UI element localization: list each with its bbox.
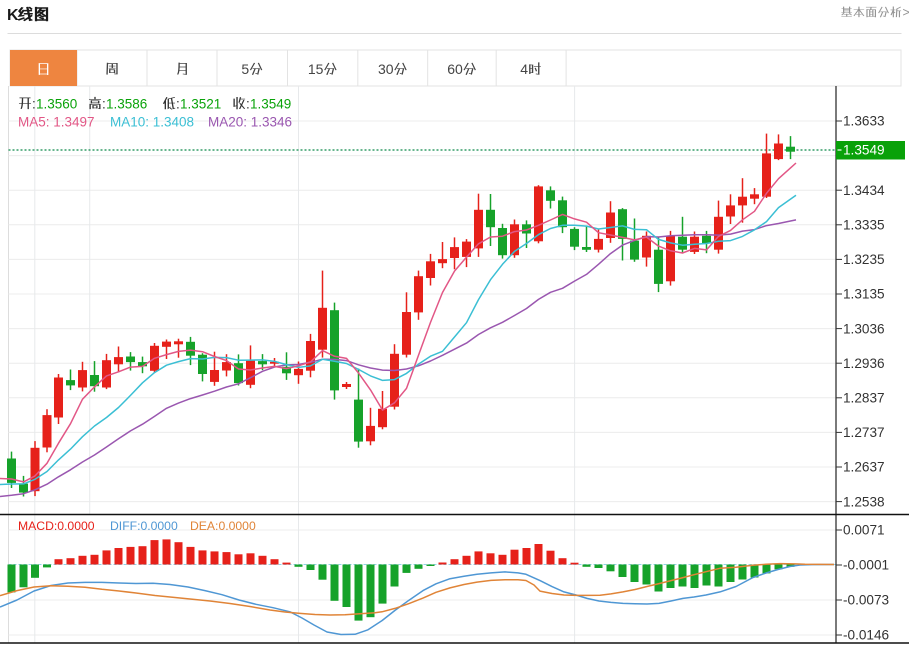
svg-text:1.3235: 1.3235 [843, 252, 885, 267]
svg-text:5: 5 [241, 61, 249, 77]
svg-text:DIFF:0.0000: DIFF:0.0000 [110, 519, 178, 533]
svg-text::: : [102, 97, 106, 112]
svg-text::: : [246, 97, 250, 112]
svg-text::: : [176, 97, 180, 112]
svg-text:1.3549: 1.3549 [843, 143, 885, 158]
svg-text:1.3521: 1.3521 [180, 97, 221, 112]
svg-text:1.3586: 1.3586 [106, 97, 147, 112]
svg-text:1.3560: 1.3560 [36, 97, 77, 112]
svg-text:-0.0073: -0.0073 [843, 593, 889, 608]
svg-text::: : [32, 97, 36, 112]
svg-text:1.3036: 1.3036 [843, 321, 885, 336]
svg-text:K: K [7, 7, 19, 24]
svg-text:-0.0001: -0.0001 [843, 558, 889, 573]
svg-text:MA20: 1.3346: MA20: 1.3346 [208, 115, 292, 130]
svg-text:1.3434: 1.3434 [843, 183, 885, 198]
svg-text:MA5: 1.3497: MA5: 1.3497 [18, 115, 95, 130]
svg-text:30: 30 [378, 61, 394, 77]
svg-text:1.3335: 1.3335 [843, 218, 885, 233]
svg-text:60: 60 [447, 61, 463, 77]
svg-text:1.3549: 1.3549 [250, 97, 291, 112]
svg-text:1.2637: 1.2637 [843, 460, 885, 475]
svg-text:1.2737: 1.2737 [843, 425, 885, 440]
svg-text:MACD:0.0000: MACD:0.0000 [18, 519, 95, 533]
svg-text:1.2837: 1.2837 [843, 391, 885, 406]
svg-text:1.3633: 1.3633 [843, 114, 885, 129]
svg-text:1.2936: 1.2936 [843, 356, 885, 371]
svg-text:DEA:0.0000: DEA:0.0000 [190, 519, 256, 533]
svg-text:MA10: 1.3408: MA10: 1.3408 [110, 115, 194, 130]
svg-text:4: 4 [520, 61, 528, 77]
svg-text:0.0071: 0.0071 [843, 523, 885, 538]
svg-text:1.2538: 1.2538 [843, 494, 885, 509]
svg-text:>: > [903, 6, 909, 20]
svg-text:1.3135: 1.3135 [843, 287, 885, 302]
svg-text:-0.0146: -0.0146 [843, 628, 889, 643]
svg-text:15: 15 [308, 61, 324, 77]
